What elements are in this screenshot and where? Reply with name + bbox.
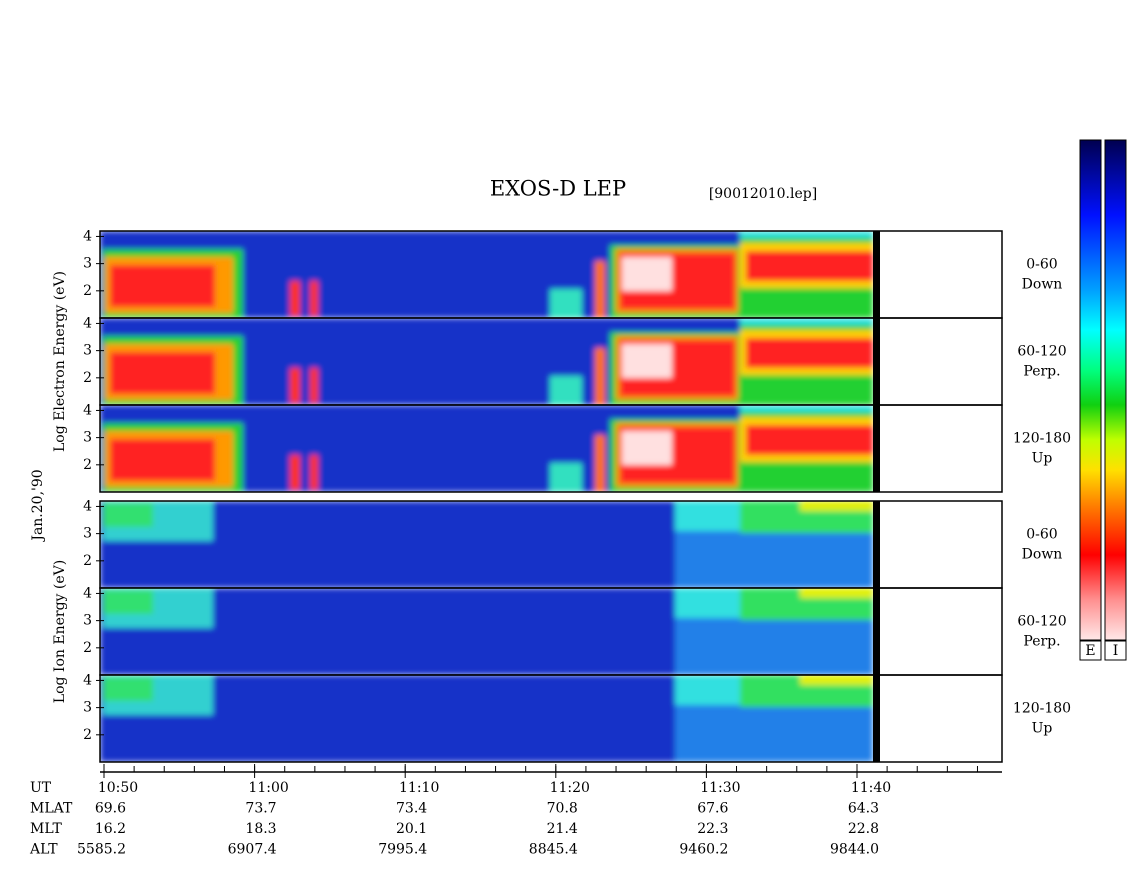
y-tick-label: 4: [83, 585, 92, 601]
spectrogram: [100, 675, 873, 762]
row-value: 73.7: [245, 801, 276, 817]
data-end-bar: [873, 501, 880, 588]
spectrogram: [100, 231, 873, 318]
y-tick-label: 3: [83, 256, 92, 272]
panel-label: Up: [1032, 451, 1053, 467]
panel-label: Up: [1032, 721, 1053, 737]
row-name: ALT: [29, 842, 58, 858]
row-value: 70.8: [547, 801, 578, 817]
spectrogram-image: [100, 588, 873, 675]
time-label: 11:20: [550, 780, 590, 796]
row-value: 67.6: [697, 801, 728, 817]
date-label: Jan.20,'90: [30, 469, 46, 542]
row-value: 5585.2: [77, 842, 126, 858]
time-label: 11:00: [248, 780, 288, 796]
y-axis-label: Log Electron Energy (eV): [52, 271, 68, 452]
colorbar-label-box: [1079, 640, 1102, 661]
time-label: 11:30: [700, 780, 740, 796]
panel-frame: [99, 674, 1003, 763]
spectrogram: [100, 588, 873, 675]
y-tick-label: 2: [83, 370, 92, 386]
row-value: 6907.4: [228, 842, 277, 858]
row-value: 21.4: [547, 821, 578, 837]
y-tick-label: 4: [83, 402, 92, 418]
y-tick-label: 2: [83, 727, 92, 743]
time-label: 10:50: [98, 780, 138, 796]
title: EXOS-D LEP: [490, 177, 626, 201]
y-axis-label: Log Ion Energy (eV): [52, 560, 68, 703]
y-tick-label: 3: [83, 430, 92, 446]
time-label: 11:10: [399, 780, 439, 796]
row-value: 9844.0: [830, 842, 879, 858]
y-tick-label: 2: [83, 457, 92, 473]
panel-label: 0-60: [1026, 527, 1057, 543]
row-name: MLAT: [30, 801, 73, 817]
colorbar-label-box: [1104, 640, 1127, 661]
panel-label: 60-120: [1017, 344, 1066, 360]
y-tick-label: 3: [83, 700, 92, 716]
time-label: 11:40: [851, 780, 891, 796]
row-value: 22.3: [697, 821, 728, 837]
panel-label: 60-120: [1017, 614, 1066, 630]
y-tick-label: 4: [83, 315, 92, 331]
row-value: 18.3: [245, 821, 276, 837]
panel-label: Down: [1022, 547, 1063, 563]
spectrogram: [100, 501, 873, 588]
row-name: MLT: [30, 821, 62, 837]
colorbar-label: I: [1113, 643, 1119, 659]
panel-label: 120-180: [1013, 431, 1071, 447]
colorbar: [1079, 139, 1102, 641]
data-end-bar: [873, 675, 880, 762]
row-value: 64.3: [848, 801, 879, 817]
spectrogram-image: [100, 231, 873, 318]
y-tick-label: 2: [83, 283, 92, 299]
file-name: [90012010.lep]: [709, 186, 817, 202]
panel-label: Perp.: [1023, 634, 1060, 650]
y-tick-label: 4: [83, 672, 92, 688]
data-end-bar: [873, 318, 880, 405]
y-tick-label: 2: [83, 553, 92, 569]
row-value: 9460.2: [679, 842, 728, 858]
y-tick-label: 3: [83, 343, 92, 359]
row-value: 22.8: [848, 821, 879, 837]
panel-label: 0-60: [1026, 257, 1057, 273]
spectrogram: [100, 318, 873, 405]
y-tick-label: 2: [83, 640, 92, 656]
spectrogram: [100, 405, 873, 492]
row-value: 16.2: [95, 821, 126, 837]
spectrogram-image: [100, 318, 873, 405]
colorbar-label: E: [1085, 643, 1095, 659]
colorbar: [1104, 139, 1127, 641]
panel-label: Perp.: [1023, 364, 1060, 380]
panel-label: Down: [1022, 277, 1063, 293]
y-tick-label: 3: [83, 526, 92, 542]
data-end-bar: [873, 231, 880, 318]
panel-frame: [99, 404, 1003, 493]
row-value: 8845.4: [529, 842, 578, 858]
data-end-bar: [873, 588, 880, 675]
panel-label: 120-180: [1013, 701, 1071, 717]
row-value: 73.4: [396, 801, 427, 817]
y-tick-label: 4: [83, 498, 92, 514]
row-value: 7995.4: [378, 842, 427, 858]
row-value: 69.6: [95, 801, 126, 817]
row-value: 20.1: [396, 821, 427, 837]
spectrogram-image: [100, 675, 873, 762]
row-name: UT: [30, 780, 52, 796]
data-end-bar: [873, 405, 880, 492]
spectrogram-image: [100, 405, 873, 492]
spectrogram-image: [100, 501, 873, 588]
y-tick-label: 3: [83, 613, 92, 629]
y-tick-label: 4: [83, 228, 92, 244]
